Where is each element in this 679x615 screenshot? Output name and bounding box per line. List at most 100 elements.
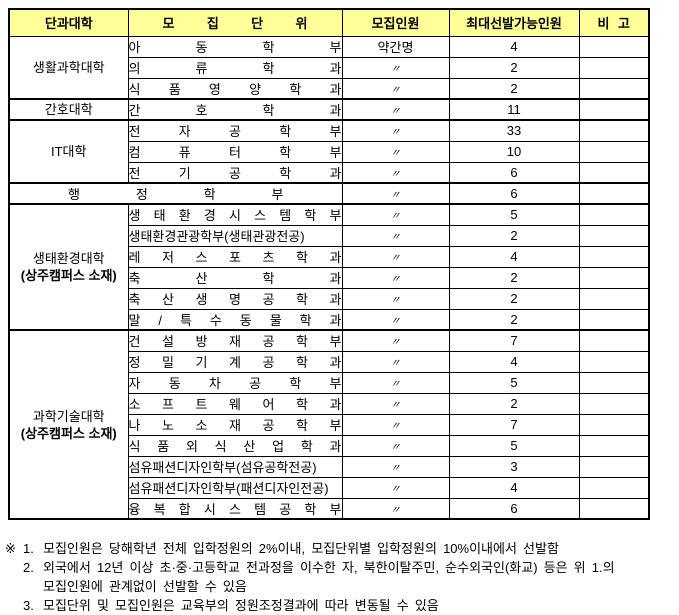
quota-cell: 〃 xyxy=(341,455,450,478)
table-row: IT대학 전 자 공 학 부 〃 33 xyxy=(8,119,650,184)
quota-cell: 〃 xyxy=(341,245,450,268)
column-header-max: 최대선발가능인원 xyxy=(448,8,580,37)
quota-cell: 〃 xyxy=(341,98,450,121)
table-row: 축 산 생 명 공 학 과 〃 2 xyxy=(9,287,650,310)
footnote-2: 2. 외국에서 12년 이상 초·중·고등학교 전과정을 이수한 자, 북한이탈… xyxy=(5,558,679,596)
max-count-cell: 4 xyxy=(448,476,580,499)
unit-cell: 전 기 공 학 과 xyxy=(127,161,343,184)
unit-cell: 행 정 학 부 xyxy=(8,182,343,205)
note-cell xyxy=(578,98,650,121)
note-cell xyxy=(578,392,650,415)
college-campus-label: (상주캠퍼스 소재) xyxy=(20,425,117,441)
college-name: 생활과학대학 xyxy=(32,59,105,75)
college-cell: IT대학 xyxy=(8,119,129,184)
note-cell xyxy=(578,140,650,163)
quota-cell: 〃 xyxy=(341,77,450,100)
unit-cell: 전 자 공 학 부 xyxy=(127,119,343,142)
admission-table-body: 생활과학대학 아 동 학 부 약간명 4 의 류 학 과 〃 2 식 품 영 양 학 과 〃 2 간… xyxy=(8,35,650,520)
college-name: IT대학 xyxy=(51,144,87,159)
unit-cell: 간 호 학 과 xyxy=(127,98,343,121)
quota-cell: 〃 xyxy=(341,308,450,331)
table-row: 의 류 학 과 〃 2 xyxy=(9,56,650,79)
table-row: 소 프 트 웨 어 학 과 〃 2 xyxy=(9,392,650,415)
footnote-number: 2. xyxy=(23,560,34,575)
table-row: 생활과학대학 아 동 학 부 약간명 4 xyxy=(8,35,650,100)
footnote-number: 1. xyxy=(23,541,34,556)
table-row: 간호대학 간 호 학 과 〃 11 xyxy=(8,98,650,121)
unit-cell: 식 품 외 식 산 업 학 과 xyxy=(127,434,343,457)
max-count-cell: 5 xyxy=(448,371,580,394)
note-cell xyxy=(578,287,650,310)
quota-cell: 〃 xyxy=(341,56,450,79)
unit-cell: 섬유패션디자인학부(패션디자인전공) xyxy=(127,476,343,499)
quota-cell: 〃 xyxy=(341,203,450,226)
max-count-cell: 33 xyxy=(448,119,580,142)
quota-cell: 〃 xyxy=(341,371,450,394)
unit-cell: 소 프 트 웨 어 학 과 xyxy=(127,392,343,415)
unit-cell: 건 설 방 재 공 학 부 xyxy=(127,329,343,352)
quota-cell: 〃 xyxy=(341,476,450,499)
table-row: 축 산 학 과 〃 2 xyxy=(9,266,650,289)
max-count-cell: 2 xyxy=(448,77,580,100)
footnotes: ※ 1. 모집인원은 당해학년 전체 입학정원의 2%이내, 모집단위별 입학정… xyxy=(5,539,679,615)
footnote-3: 3. 모집단위 및 모집인원은 교육부의 정원조정결과에 따라 변동될 수 있음 xyxy=(5,596,679,615)
unit-cell: 생태환경관광학부(생태관광전공) xyxy=(127,224,343,247)
college-campus-label: (상주캠퍼스 소재) xyxy=(20,268,117,283)
footnote-text: 외국에서 12년 이상 초·중·고등학교 전과정을 이수한 자, 북한이탈주민,… xyxy=(43,558,679,596)
max-count-cell: 2 xyxy=(448,56,580,79)
column-header-college: 단과대학 xyxy=(8,8,129,37)
note-cell xyxy=(578,224,650,247)
note-cell xyxy=(578,182,650,205)
college-cell: 간호대학 xyxy=(8,98,129,121)
table-row: 섬유패션디자인학부(패션디자인전공) 〃 4 xyxy=(9,476,650,499)
unit-cell: 섬유패션디자인학부(섬유공학전공) xyxy=(127,455,343,478)
quota-cell: 〃 xyxy=(341,287,450,310)
unit-cell: 말 / 특 수 동 물 학 과 xyxy=(127,308,343,331)
quota-cell: 〃 xyxy=(341,434,450,457)
unit-cell: 생 태 환 경 시 스 템 학 부 xyxy=(127,203,343,226)
column-header-note: 비 고 xyxy=(578,8,650,37)
max-count-cell: 3 xyxy=(448,455,580,478)
header-row: 단과대학 모 집 단 위 모집인원 최대선발가능인원 비 고 xyxy=(8,8,650,37)
column-header-quota: 모집인원 xyxy=(341,8,450,37)
admission-table: 단과대학 모 집 단 위 모집인원 최대선발가능인원 비 고 생활과학대학 아 동… xyxy=(8,8,650,520)
unit-cell: 컴 퓨 터 학 부 xyxy=(127,140,343,163)
column-header-unit: 모 집 단 위 xyxy=(127,8,343,37)
unit-cell: 정 밀 기 계 공 학 과 xyxy=(127,350,343,373)
note-cell xyxy=(578,455,650,478)
quota-cell: 〃 xyxy=(341,182,450,205)
footnote-marker xyxy=(5,558,23,596)
unit-cell: 융 복 합 시 스 템 공 학 부 xyxy=(127,497,343,520)
table-row: 정 밀 기 계 공 학 과 〃 4 xyxy=(9,350,650,373)
max-count-cell: 5 xyxy=(448,434,580,457)
table-row: 융 복 합 시 스 템 공 학 부 〃 6 xyxy=(9,497,650,520)
quota-cell: 〃 xyxy=(341,161,450,184)
note-cell xyxy=(578,497,650,520)
note-cell xyxy=(578,119,650,142)
footnote-text: 모집단위 및 모집인원은 교육부의 정원조정결과에 따라 변동될 수 있음 xyxy=(43,598,439,613)
admission-table-header: 단과대학 모 집 단 위 모집인원 최대선발가능인원 비 고 xyxy=(8,8,650,37)
unit-cell: 의 류 학 과 xyxy=(127,56,343,79)
note-cell xyxy=(578,413,650,436)
quota-cell: 〃 xyxy=(341,350,450,373)
unit-cell: 축 산 학 과 xyxy=(127,266,343,289)
note-cell xyxy=(578,371,650,394)
footnote-number: 3. xyxy=(23,598,34,613)
note-cell xyxy=(578,350,650,373)
table-row: 전 기 공 학 과 〃 6 xyxy=(9,161,650,184)
max-count-cell: 11 xyxy=(448,98,580,121)
note-cell xyxy=(578,434,650,457)
quota-cell: 〃 xyxy=(341,392,450,415)
max-count-cell: 4 xyxy=(448,350,580,373)
table-row: 컴 퓨 터 학 부 〃 10 xyxy=(9,140,650,163)
max-count-cell: 6 xyxy=(448,497,580,520)
note-cell xyxy=(578,35,650,58)
max-count-cell: 2 xyxy=(448,308,580,331)
max-count-cell: 7 xyxy=(448,329,580,352)
table-row: 자 동 차 공 학 부 〃 5 xyxy=(9,371,650,394)
unit-cell: 아 동 학 부 xyxy=(127,35,343,58)
quota-cell: 〃 xyxy=(341,266,450,289)
table-row: 생태환경관광학부(생태관광전공) 〃 2 xyxy=(9,224,650,247)
table-row: 행 정 학 부 〃 6 xyxy=(8,182,650,205)
